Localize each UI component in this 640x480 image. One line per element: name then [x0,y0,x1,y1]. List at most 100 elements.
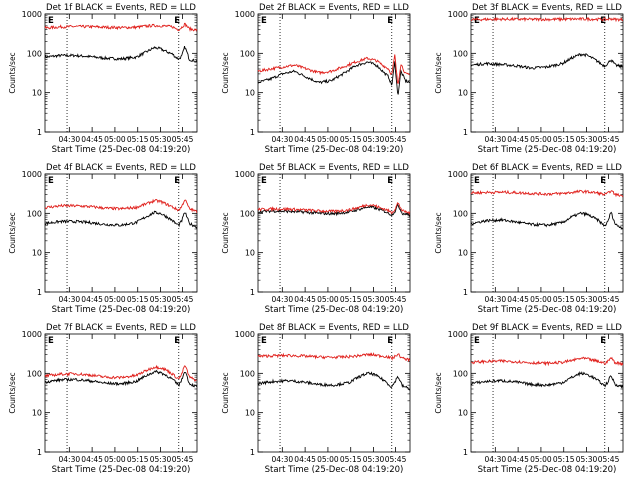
chart-title: Det 2f BLACK = Events, RED = LLD [259,3,409,13]
x-tick-label: 05:15 [340,135,362,144]
y-tick-label: 1 [37,288,42,297]
chart-title: Det 7f BLACK = Events, RED = LLD [46,323,196,333]
y-axis-label: Counts/sec [221,212,230,253]
y-tick-label: 1000 [235,10,255,19]
y-tick-label: 1000 [22,10,42,19]
x-tick-label: 04:45 [507,135,529,144]
x-tick-label: 04:45 [81,455,103,464]
x-tick-label: 04:30 [59,135,81,144]
y-tick-label: 10 [458,89,468,98]
x-tick-label: 05:00 [104,135,126,144]
y-tick-label: 100 [453,209,468,218]
y-tick-label: 10 [245,249,255,258]
x-tick-label: 05:15 [340,455,362,464]
series-line-events [470,53,623,70]
y-tick-label: 10 [32,249,42,258]
x-tick-label: 05:00 [317,295,339,304]
y-tick-label: 1000 [22,170,42,179]
x-tick-label: 05:45 [598,295,620,304]
event-marker-label: E [174,176,180,186]
x-tick-label: 05:30 [363,295,385,304]
x-tick-label: 04:30 [59,455,81,464]
chart-panel-7: Det 7f BLACK = Events, RED = LLD 1 10 100 10… [8,323,198,475]
chart-title: Det 8f BLACK = Events, RED = LLD [259,323,409,333]
x-axis-label: Start Time (25-Dec-08 04:19:20) [478,305,617,315]
x-tick-label: 04:30 [272,295,294,304]
x-tick-label: 04:30 [485,295,507,304]
event-marker-label: E [474,336,480,346]
event-marker-label: E [174,16,180,26]
x-tick-label: 05:15 [340,295,362,304]
x-axis-label: Start Time (25-Dec-08 04:19:20) [52,145,191,155]
y-tick-label: 1 [250,448,255,457]
chart-title: Det 5f BLACK = Events, RED = LLD [259,163,409,173]
y-axis-label: Counts/sec [434,52,443,93]
y-tick-label: 1 [463,128,468,137]
event-marker-label: E [474,16,480,26]
x-tick-label: 04:45 [81,295,103,304]
series-line-events [470,211,623,230]
x-tick-label: 05:15 [127,455,149,464]
x-tick-label: 05:45 [172,455,194,464]
event-marker-label: E [261,336,267,346]
chart-panel-2: Det 2f BLACK = Events, RED = LLD 1 10 100 10… [221,3,411,155]
x-tick-label: 04:45 [294,295,316,304]
event-marker-label: E [600,176,606,186]
x-tick-label: 04:30 [272,455,294,464]
y-tick-label: 1000 [22,330,42,339]
y-tick-label: 100 [453,49,468,58]
plot-frame [470,173,624,293]
series-line-events [257,61,410,95]
series-line-events [257,371,411,391]
series-line-lld [257,202,411,216]
x-tick-label: 05:45 [598,135,620,144]
x-tick-label: 05:00 [104,295,126,304]
x-tick-label: 05:45 [172,135,194,144]
chart-panel-3: Det 3f BLACK = Events, RED = LLD 1 10 100 10… [434,3,624,155]
series-line-lld [44,198,198,213]
x-tick-label: 05:00 [530,455,552,464]
chart-panel-6: Det 6f BLACK = Events, RED = LLD 1 10 100 10… [434,163,624,315]
series-line-lld [257,352,411,363]
x-axis-label: Start Time (25-Dec-08 04:19:20) [478,145,617,155]
series-line-lld [470,189,624,198]
x-tick-label: 04:30 [485,455,507,464]
x-tick-label: 05:30 [363,455,385,464]
y-tick-label: 100 [453,369,468,378]
x-tick-label: 04:45 [507,295,529,304]
x-tick-label: 05:00 [317,135,339,144]
plot-frame [257,173,411,293]
x-tick-label: 05:45 [172,295,194,304]
x-tick-label: 05:30 [576,135,598,144]
x-tick-label: 04:30 [485,135,507,144]
x-tick-label: 05:15 [127,135,149,144]
plot-frame [257,13,411,133]
x-tick-label: 04:45 [81,135,103,144]
x-tick-label: 04:45 [294,455,316,464]
y-tick-label: 10 [32,89,42,98]
y-tick-label: 1000 [235,170,255,179]
chart-panel-5: Det 5f BLACK = Events, RED = LLD 1 10 100 10… [221,163,411,315]
y-tick-label: 100 [27,369,42,378]
chart-title: Det 9f BLACK = Events, RED = LLD [472,323,622,333]
y-axis-label: Counts/sec [221,52,230,93]
x-axis-label: Start Time (25-Dec-08 04:19:20) [478,465,617,475]
x-axis-label: Start Time (25-Dec-08 04:19:20) [265,145,404,155]
x-tick-label: 05:30 [363,135,385,144]
chart-panel-1: Det 1f BLACK = Events, RED = LLD 1 10 100 10… [8,3,198,155]
chart-title: Det 4f BLACK = Events, RED = LLD [46,163,196,173]
x-tick-label: 05:00 [530,295,552,304]
y-tick-label: 100 [27,209,42,218]
y-tick-label: 1 [250,288,255,297]
y-tick-label: 10 [458,409,468,418]
y-tick-label: 1000 [448,170,468,179]
x-axis-label: Start Time (25-Dec-08 04:19:20) [52,465,191,475]
x-tick-label: 05:00 [530,135,552,144]
y-tick-label: 1 [463,448,468,457]
y-tick-label: 10 [458,249,468,258]
event-marker-label: E [174,336,180,346]
plot-frame [44,173,198,293]
event-marker-label: E [474,176,480,186]
y-tick-label: 1 [37,128,42,137]
